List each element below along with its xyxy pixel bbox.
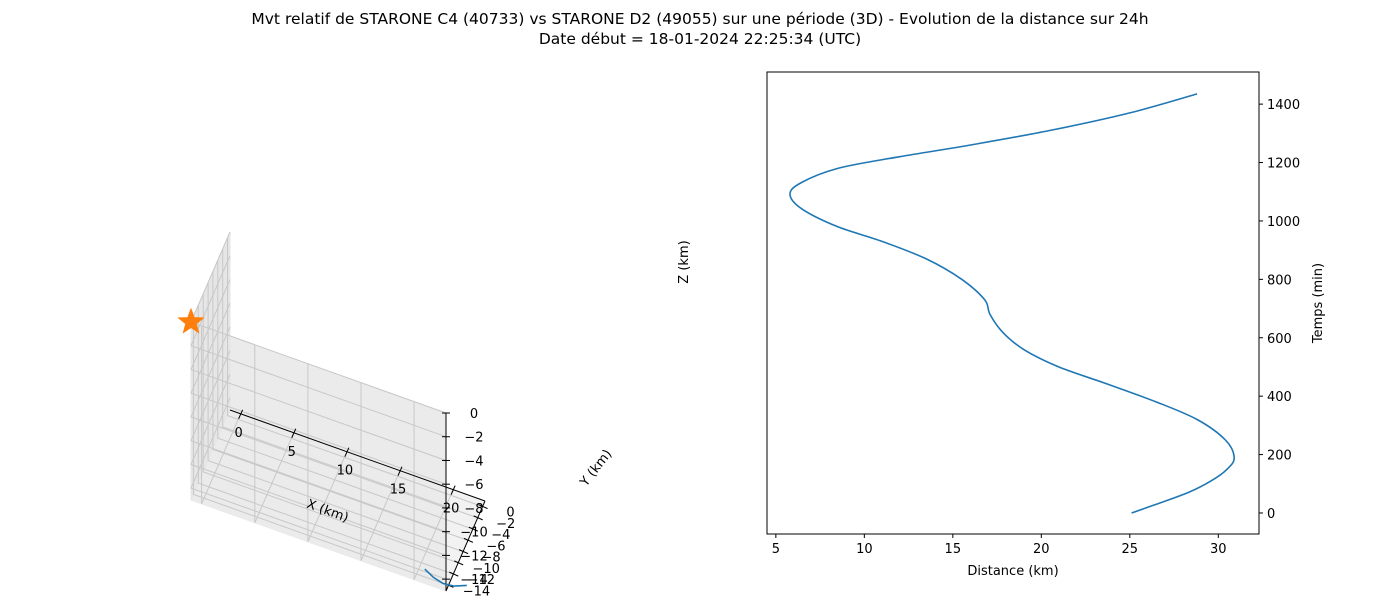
z-tick-label: −4 — [464, 454, 483, 469]
grid-line-z — [190, 397, 447, 580]
figure-title: Mvt relatif de STARONE C4 (40733) vs STA… — [251, 10, 1148, 28]
grid-line-z — [190, 326, 447, 509]
y-tick-label: 1200 — [1267, 157, 1300, 172]
y-tick — [463, 537, 474, 543]
grid-line-z — [190, 374, 447, 556]
x-tick — [450, 485, 456, 495]
y-tick-label: −6 — [486, 539, 505, 554]
y-tick — [468, 526, 479, 532]
grid-line-z — [190, 279, 447, 461]
z-tick-label: −2 — [464, 431, 483, 446]
grid-line-y — [217, 260, 473, 530]
plot-3d-series — [177, 307, 467, 587]
y-tick-label: 0 — [1267, 507, 1275, 522]
z-tick-label: −12 — [460, 549, 487, 564]
y-tick-label: −10 — [472, 562, 499, 577]
z-tick-label: −8 — [464, 502, 483, 517]
plot-2d-ticks: 5 10 15 20 25 30 0 200 400 600 800 1000 1200 1400 — [772, 98, 1300, 557]
y-tick-label: 1400 — [1267, 98, 1300, 113]
grid-line-z — [190, 255, 447, 438]
series-3d-line — [424, 568, 467, 587]
y-tick-label: −2 — [496, 517, 515, 532]
y-tick-label: 200 — [1267, 449, 1292, 464]
y-tick-label: 1000 — [1267, 215, 1300, 230]
plot-3d-zlabel: Z (km) — [677, 240, 692, 283]
grid-line-y — [207, 282, 464, 553]
plot-3d-grid — [190, 231, 483, 586]
grid-line-x — [201, 325, 242, 504]
grid-line-y — [222, 248, 478, 519]
x-tick-label: 20 — [443, 502, 460, 517]
plot-3d-ylabel: Y (km) — [577, 447, 616, 490]
grid-line-x — [307, 363, 348, 542]
y-tick-label: −4 — [491, 528, 510, 543]
y-tick-label: 0 — [506, 506, 514, 521]
y-tick — [473, 515, 483, 521]
plot-2d-ylabel: Temps (min) — [1311, 263, 1326, 344]
y-tick-label: −8 — [481, 551, 500, 566]
y-tick-label: −12 — [468, 573, 495, 588]
grid-line-x — [360, 382, 401, 561]
plot-2d-xlabel: Distance (km) — [967, 564, 1058, 579]
y-tick — [453, 560, 464, 566]
plot-2d-series — [789, 93, 1236, 514]
plot-2d-frame — [766, 71, 1260, 535]
grid-line-x — [254, 344, 295, 523]
figure-subtitle: Date début = 18-01-2024 22:25:34 (UTC) — [539, 30, 861, 48]
x-tick-label: 5 — [288, 445, 296, 460]
distance-line — [789, 93, 1236, 514]
x-tick-label: 15 — [390, 483, 407, 498]
x-tick-label: 10 — [856, 542, 873, 557]
grid-line-z — [190, 303, 447, 485]
y-tick — [458, 549, 469, 555]
grid-line-x — [413, 401, 454, 580]
grid-line-y — [192, 316, 449, 586]
grid-line-z — [190, 350, 447, 533]
x-tick-label: 20 — [1033, 542, 1050, 557]
grid-line-y — [212, 271, 469, 541]
z-tick-label: 0 — [470, 407, 478, 422]
x-axis-line — [229, 409, 486, 502]
y-tick-label: 800 — [1267, 273, 1292, 288]
y-tick-label: −14 — [463, 584, 490, 599]
x-tick-label: 10 — [337, 464, 354, 479]
grid-line-y — [202, 293, 459, 564]
y-axis-line — [445, 500, 486, 592]
x-tick-label: 30 — [1210, 542, 1227, 557]
x-tick — [238, 409, 244, 419]
z-tick-label: −6 — [464, 478, 483, 493]
x-tick — [397, 466, 403, 476]
x-tick-label: 25 — [1122, 542, 1139, 557]
star-marker — [177, 307, 205, 334]
y-tick-label: 600 — [1267, 332, 1292, 347]
plot-2d: 5 10 15 20 25 30 0 200 400 600 800 1000 1200 1400 Dis… — [766, 71, 1326, 579]
y-tick-label: 400 — [1267, 390, 1292, 405]
y-tick — [449, 571, 459, 577]
grid-line-y — [197, 305, 454, 575]
z-tick-label: −14 — [460, 573, 487, 588]
x-tick-label: 5 — [772, 542, 780, 557]
y-tick — [478, 504, 488, 510]
x-tick-label: 15 — [945, 542, 962, 557]
z-tick-label: −10 — [460, 526, 487, 541]
grid-line-y — [227, 237, 483, 508]
x-tick — [344, 447, 350, 457]
x-tick — [291, 428, 297, 438]
x-tick-label: 0 — [234, 426, 242, 441]
